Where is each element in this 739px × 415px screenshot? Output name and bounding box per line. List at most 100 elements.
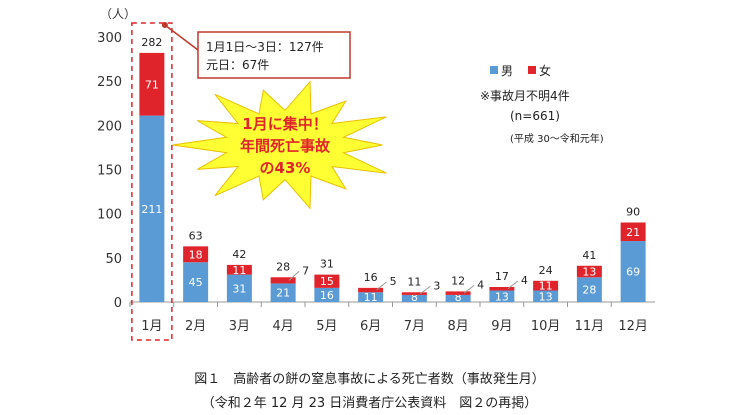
bar-female [533, 280, 559, 291]
bar-male [226, 274, 252, 302]
bar-male [270, 283, 296, 302]
x-tick-label: 7月 [404, 319, 425, 334]
bar-male [489, 290, 515, 302]
data-label: 13 [539, 290, 553, 303]
note-text: ※事故月不明4件 [480, 88, 570, 103]
data-label: 69 [626, 266, 640, 279]
bar-male [620, 241, 646, 302]
y-tick-label: 100 [97, 208, 122, 223]
burst-text: の43% [260, 159, 311, 177]
x-tick-label: 3月 [229, 319, 250, 334]
data-label: 21 [276, 287, 290, 300]
data-label: 11 [364, 291, 378, 304]
x-tick-label: 10月 [531, 319, 561, 334]
legend-label: 男 [501, 64, 513, 78]
unit-label: （人） [100, 7, 136, 21]
y-tick-label: 200 [97, 119, 122, 134]
bar-male [358, 292, 384, 302]
data-label: 21 [626, 226, 640, 239]
y-tick-label: 250 [97, 75, 122, 90]
bar-female [445, 291, 471, 295]
data-label: 13 [495, 290, 509, 303]
data-label: 16 [320, 289, 334, 302]
bar-female [489, 286, 515, 291]
total-label: 42 [232, 248, 246, 261]
data-label: 211 [141, 203, 162, 216]
total-label: 90 [626, 206, 640, 219]
figure-title: 図１ 高齢者の餅の窒息事故による死亡者数（事故発生月） [194, 372, 545, 387]
callout-box [197, 31, 351, 79]
total-label: 12 [451, 274, 465, 287]
data-label: 8 [455, 291, 462, 304]
total-label: 31 [320, 258, 334, 271]
callout-text: 1月1日〜3日：127件 [206, 40, 324, 54]
callout-text: 元日：67件 [206, 58, 269, 72]
data-label: 28 [582, 284, 596, 297]
leader-line [376, 281, 387, 291]
y-tick-label: 50 [105, 252, 122, 267]
data-label: 18 [189, 248, 203, 261]
starburst [172, 80, 387, 210]
bar-female [576, 265, 602, 278]
bar-female [401, 292, 427, 295]
bar-female [139, 52, 165, 116]
bar-male [401, 294, 427, 302]
x-tick-label: 4月 [272, 319, 293, 334]
burst-text: 1月に集中！ [242, 115, 327, 133]
bar-male [576, 277, 602, 302]
bar-female [226, 264, 252, 275]
bar-male [139, 115, 165, 302]
bar-male [183, 262, 209, 302]
leader-line [420, 285, 431, 295]
data-label: 11 [232, 264, 246, 277]
leader-line [288, 270, 300, 281]
x-tick-label: 9月 [491, 319, 512, 334]
x-tick-label: 1月 [141, 319, 162, 334]
callout-line [164, 24, 199, 51]
leader-line [507, 280, 519, 290]
legend-label: 女 [539, 63, 551, 78]
bar-male [445, 294, 471, 302]
data-label: 31 [232, 282, 246, 295]
note-text: (平成 30〜令和元年) [510, 132, 604, 145]
total-label: 28 [276, 260, 290, 273]
bar-female [270, 277, 296, 284]
burst-text: 年間死亡事故 [240, 137, 331, 155]
bar-female [358, 287, 384, 293]
total-label: 282 [141, 36, 162, 49]
x-tick-label: 5月 [316, 319, 337, 334]
y-tick-label: 0 [114, 296, 122, 311]
data-label: 11 [539, 280, 553, 293]
bar-male [314, 287, 340, 302]
data-label: 4 [521, 274, 528, 287]
bar-male [533, 290, 559, 302]
total-label: 16 [364, 271, 378, 284]
bar-female [314, 274, 340, 288]
bar-female [183, 246, 209, 263]
data-label: 13 [582, 266, 596, 279]
y-tick-label: 300 [97, 31, 122, 46]
y-tick-label: 150 [97, 164, 122, 179]
bar-female [620, 222, 646, 242]
data-label: 15 [320, 275, 334, 288]
data-label: 5 [390, 275, 397, 288]
data-label: 45 [189, 276, 203, 289]
legend-swatch [490, 66, 498, 74]
total-label: 11 [407, 275, 421, 288]
total-label: 17 [495, 270, 509, 283]
data-label: 71 [145, 78, 159, 91]
total-label: 41 [582, 249, 596, 262]
total-label: 24 [539, 264, 553, 277]
total-label: 63 [189, 229, 203, 242]
data-label: 3 [433, 279, 440, 292]
note-text: (n=661) [510, 109, 560, 123]
january-highlight [131, 22, 173, 341]
x-tick-label: 11月 [575, 319, 605, 334]
data-label: 7 [302, 264, 309, 277]
figure-source: （令和２年 12 月 23 日消費者庁公表資料 図２の再掲） [201, 396, 538, 411]
x-tick-label: 12月 [618, 319, 648, 334]
x-tick-label: 8月 [447, 319, 468, 334]
data-label: 4 [477, 278, 484, 291]
